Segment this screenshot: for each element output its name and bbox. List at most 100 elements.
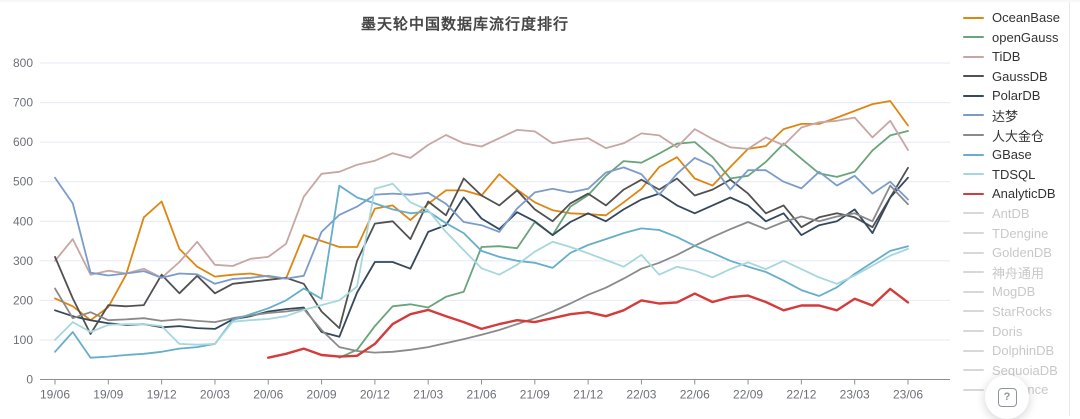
legend-item-PolarDB[interactable]: PolarDB <box>963 88 1073 104</box>
legend-item-GoldenDB[interactable]: GoldenDB <box>963 245 1073 261</box>
legend-label: PolarDB <box>992 88 1041 104</box>
svg-text:23/06: 23/06 <box>893 388 923 402</box>
series-OceanBase <box>54 100 909 322</box>
svg-text:22/12: 22/12 <box>786 388 816 402</box>
series-TDSQL <box>54 182 909 346</box>
series-openGauss <box>338 130 909 359</box>
svg-text:100: 100 <box>13 333 33 347</box>
legend-item-GBase[interactable]: GBase <box>963 147 1073 163</box>
series-GaussDB <box>54 166 909 335</box>
legend-label: OceanBase <box>992 10 1060 25</box>
legend-swatch-icon <box>963 192 984 195</box>
legend-swatch-icon <box>963 271 984 274</box>
svg-text:0: 0 <box>26 373 33 387</box>
svg-text:22/03: 22/03 <box>626 388 656 402</box>
legend-swatch-icon <box>963 232 984 235</box>
legend-swatch-icon <box>963 55 984 58</box>
legend-label: TDSQL <box>992 166 1036 182</box>
series-PolarDB <box>54 176 909 338</box>
legend-label: TiDB <box>992 49 1021 65</box>
legend-label: DolphinDB <box>992 343 1055 359</box>
legend-item-MogDB[interactable]: MogDB <box>963 284 1073 299</box>
legend-label: Doris <box>992 323 1023 339</box>
legend-item-TDengine[interactable]: TDengine <box>963 225 1073 241</box>
svg-text:21/12: 21/12 <box>573 388 603 402</box>
svg-text:500: 500 <box>13 175 33 189</box>
legend-label: StarRocks <box>992 303 1052 319</box>
legend-swatch-icon <box>963 173 984 176</box>
legend-item-AnalyticDB[interactable]: AnalyticDB <box>963 186 1073 202</box>
legend-swatch-icon <box>963 330 984 332</box>
svg-text:20/03: 20/03 <box>200 388 230 402</box>
series-人大金仓 <box>54 184 909 354</box>
legend-label: GoldenDB <box>992 245 1052 261</box>
series-AnalyticDB <box>267 287 910 359</box>
legend-swatch-icon <box>963 75 984 78</box>
legend-swatch-icon <box>963 349 984 352</box>
legend-item-TDSQL[interactable]: TDSQL <box>963 166 1073 182</box>
legend-swatch-icon <box>963 36 984 39</box>
legend-swatch-icon <box>963 251 984 254</box>
svg-text:20/09: 20/09 <box>307 388 337 402</box>
svg-text:800: 800 <box>13 56 33 70</box>
legend: OceanBase openGauss TiDB GaussDB PolarDB 达梦人大… <box>963 10 1073 403</box>
help-button[interactable]: ? <box>985 375 1029 419</box>
legend-swatch-icon <box>963 153 984 156</box>
legend-label: SequoiaDB <box>992 362 1058 378</box>
legend-swatch-icon <box>963 369 984 372</box>
svg-text:20/12: 20/12 <box>360 388 390 402</box>
legend-item-Doris[interactable]: Doris <box>963 323 1073 339</box>
popularity-line-chart: 0 100 200 300 400 500 600 700 800 19/06 19/09 19/12… <box>13 56 950 402</box>
legend-item-人大金仓[interactable]: 人大金仓 <box>963 128 1073 144</box>
svg-text:700: 700 <box>13 96 33 110</box>
svg-text:21/03: 21/03 <box>413 388 443 402</box>
legend-item-TiDB[interactable]: TiDB <box>963 49 1073 65</box>
svg-text:23/03: 23/03 <box>840 388 870 402</box>
svg-text:19/06: 19/06 <box>40 388 70 402</box>
svg-text:20/06: 20/06 <box>253 388 283 402</box>
page-edge-divider <box>1069 2 1070 416</box>
legend-item-openGauss[interactable]: openGauss <box>963 29 1073 45</box>
legend-item-StarRocks[interactable]: StarRocks <box>963 303 1073 319</box>
legend-item-神舟通用[interactable]: 神舟通用 <box>963 265 1073 281</box>
svg-text:200: 200 <box>13 293 33 307</box>
legend-swatch-icon <box>963 134 984 137</box>
legend-item-GaussDB[interactable]: GaussDB <box>963 68 1073 84</box>
legend-label: GaussDB <box>992 68 1048 84</box>
legend-swatch-icon <box>963 212 984 215</box>
legend-item-DolphinDB[interactable]: DolphinDB <box>963 343 1073 359</box>
legend-swatch-icon <box>963 310 984 313</box>
legend-item-SequoiaDB[interactable]: SequoiaDB <box>963 362 1073 378</box>
legend-item-达梦[interactable]: 达梦 <box>963 108 1073 124</box>
series-GBase <box>54 184 909 359</box>
legend-swatch-icon <box>963 16 984 19</box>
legend-swatch-icon <box>963 94 984 97</box>
svg-text:21/06: 21/06 <box>466 388 496 402</box>
legend-swatch-icon <box>963 114 984 117</box>
grid-lines <box>40 62 950 341</box>
help-question-icon: ? <box>997 387 1017 407</box>
svg-text:19/09: 19/09 <box>93 388 123 402</box>
legend-item-AntDB[interactable]: AntDB <box>963 205 1073 221</box>
svg-text:22/06: 22/06 <box>680 388 710 402</box>
svg-text:19/12: 19/12 <box>147 388 177 402</box>
legend-item-OceanBase[interactable]: OceanBase <box>963 10 1073 25</box>
legend-swatch-icon <box>963 388 984 391</box>
series-达梦 <box>54 156 909 285</box>
svg-text:21/09: 21/09 <box>520 388 550 402</box>
legend-label: GBase <box>992 147 1032 163</box>
legend-label: TDengine <box>992 225 1049 241</box>
svg-text:300: 300 <box>13 254 33 268</box>
legend-label: openGauss <box>992 29 1059 45</box>
legend-label: AnalyticDB <box>992 186 1056 202</box>
svg-text:22/09: 22/09 <box>733 388 763 402</box>
legend-label: 人大金仓 <box>992 128 1045 144</box>
svg-text:400: 400 <box>13 214 33 228</box>
legend-label: AntDB <box>992 205 1030 221</box>
x-axis: 19/06 19/09 19/12 20/03 20/06 20/09 20/12 21/03… <box>40 379 950 402</box>
y-axis: 0 100 200 300 400 500 600 700 800 <box>13 56 33 387</box>
legend-label: 神舟通用 <box>992 265 1045 281</box>
legend-label: 达梦 <box>992 108 1019 124</box>
series-TiDB <box>54 116 909 279</box>
svg-text:600: 600 <box>13 135 33 149</box>
